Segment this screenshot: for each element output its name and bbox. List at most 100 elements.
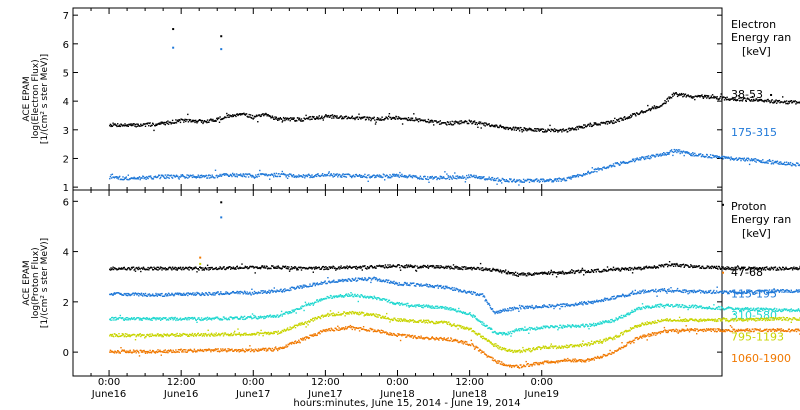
data-point xyxy=(498,270,500,273)
data-point xyxy=(257,173,260,175)
data-point xyxy=(240,267,242,269)
data-point xyxy=(786,289,788,291)
data-point xyxy=(182,119,184,121)
data-point xyxy=(634,113,636,116)
data-point xyxy=(465,266,467,268)
data-point xyxy=(704,94,706,97)
data-point xyxy=(523,274,525,276)
data-point xyxy=(764,266,766,269)
data-point xyxy=(122,268,124,270)
data-point xyxy=(460,122,462,125)
data-point xyxy=(606,166,609,168)
data-point xyxy=(114,319,116,321)
data-point xyxy=(308,116,311,118)
data-point xyxy=(569,177,571,180)
data-point xyxy=(628,161,630,164)
data-point xyxy=(260,173,262,176)
data-point xyxy=(743,159,745,161)
data-point xyxy=(657,267,660,269)
data-point xyxy=(324,115,326,117)
data-point xyxy=(690,97,693,99)
data-point xyxy=(454,267,457,269)
data-point xyxy=(219,173,221,176)
data-point xyxy=(382,265,385,267)
data-point xyxy=(304,284,306,286)
data-point xyxy=(544,271,546,273)
data-point xyxy=(693,96,695,98)
data-point xyxy=(609,299,611,301)
data-point xyxy=(359,117,361,119)
data-point xyxy=(451,286,453,289)
data-point xyxy=(539,128,541,130)
data-point xyxy=(656,295,658,297)
data-point xyxy=(454,289,457,291)
data-point xyxy=(450,124,453,126)
data-point xyxy=(120,292,122,295)
data-point xyxy=(528,274,530,276)
data-point xyxy=(479,262,482,265)
data-point xyxy=(606,123,609,125)
data-point xyxy=(315,174,317,176)
data-point xyxy=(597,124,599,126)
data-point xyxy=(391,176,393,178)
data-point xyxy=(633,112,636,115)
data-point xyxy=(732,290,734,292)
data-point xyxy=(776,160,779,162)
data-point xyxy=(126,268,129,270)
data-point xyxy=(506,310,508,312)
data-point xyxy=(403,175,405,178)
data-point xyxy=(140,123,142,125)
data-point xyxy=(330,173,332,175)
data-point xyxy=(383,174,385,176)
data-point xyxy=(130,317,133,319)
data-point xyxy=(587,271,589,273)
data-point xyxy=(708,291,710,293)
data-point xyxy=(349,174,351,176)
data-point xyxy=(464,266,466,268)
data-point xyxy=(511,181,513,183)
data-point xyxy=(527,129,529,131)
data-point xyxy=(534,306,537,308)
data-point xyxy=(395,116,398,118)
data-point xyxy=(614,268,616,271)
data-point xyxy=(251,176,253,178)
data-point xyxy=(756,292,758,294)
data-point xyxy=(245,113,248,115)
data-point xyxy=(214,294,216,296)
data-point xyxy=(210,118,212,120)
data-point xyxy=(214,267,217,270)
data-point xyxy=(498,126,500,129)
data-point xyxy=(746,159,749,162)
data-point xyxy=(510,272,512,275)
data-point xyxy=(244,173,246,175)
data-point xyxy=(733,269,736,271)
data-point xyxy=(327,268,330,270)
data-point xyxy=(518,304,521,307)
data-point xyxy=(288,270,291,272)
data-point xyxy=(300,269,303,271)
data-point xyxy=(149,122,151,124)
data-point xyxy=(414,119,416,121)
data-point xyxy=(299,285,301,287)
data-point xyxy=(793,266,795,268)
data-point xyxy=(228,293,231,295)
data-point xyxy=(611,121,613,124)
data-point xyxy=(698,265,701,267)
data-point xyxy=(243,112,245,114)
data-point xyxy=(418,267,420,269)
data-point xyxy=(516,272,519,274)
data-point xyxy=(620,117,623,120)
data-point xyxy=(731,269,734,271)
data-point xyxy=(725,268,727,271)
data-point xyxy=(577,176,580,178)
data-point xyxy=(706,97,708,99)
data-point xyxy=(138,266,140,269)
data-point xyxy=(499,309,502,312)
data-point xyxy=(683,266,685,268)
data-point xyxy=(759,160,761,162)
data-point xyxy=(783,101,785,103)
data-point xyxy=(649,155,652,158)
data-point xyxy=(358,116,361,119)
data-point xyxy=(495,124,498,126)
data-point xyxy=(715,265,718,268)
